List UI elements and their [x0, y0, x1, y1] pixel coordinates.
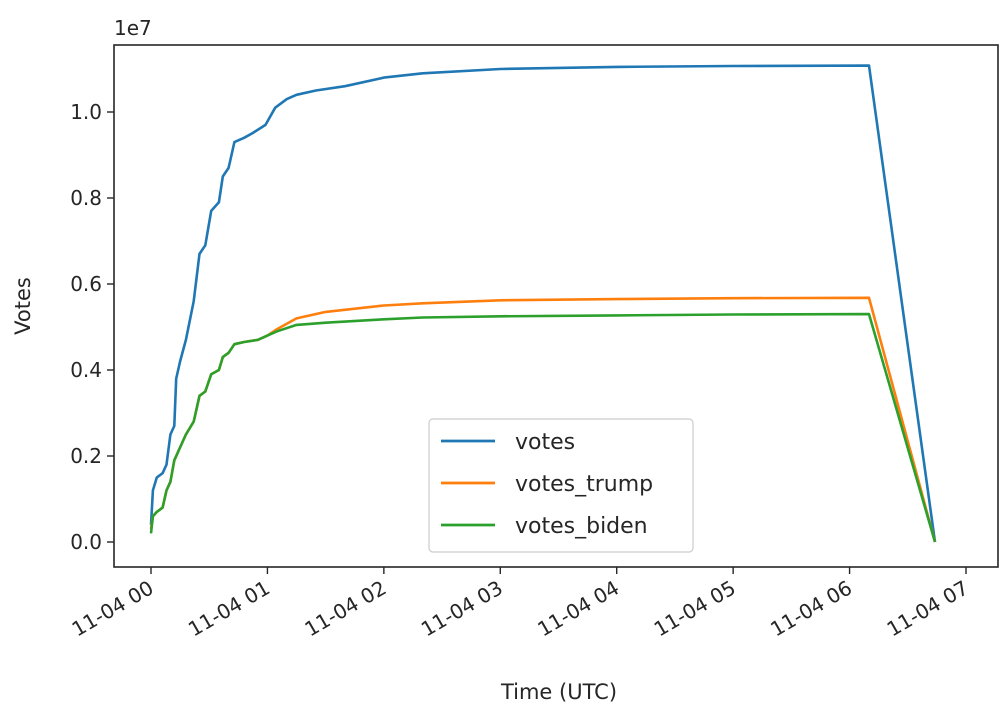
legend-label-votes_trump: votes_trump: [515, 472, 653, 497]
y-axis-label: Votes: [11, 277, 35, 335]
x-tick-label: 11-04 05: [650, 576, 740, 642]
y-tick-label: 0.0: [70, 530, 102, 554]
y-axis: 0.0 0.2 0.4 0.6 0.8 1.0: [70, 100, 114, 554]
x-tick-label: 11-04 02: [300, 576, 390, 642]
legend-label-votes_biden: votes_biden: [515, 514, 648, 539]
y-tick-label: 0.4: [70, 358, 102, 382]
x-tick-label: 11-04 03: [417, 576, 507, 642]
legend-label-votes: votes: [515, 430, 575, 455]
legend-box: [428, 418, 694, 553]
y-tick-label: 0.6: [70, 272, 102, 296]
series-line-votes_biden: [149, 312, 937, 543]
legend: votes votes_trump votes_biden: [428, 418, 694, 553]
series-line-votes: [149, 64, 937, 543]
y-offset-label: 1e7: [114, 16, 152, 40]
y-tick-label: 0.2: [70, 444, 102, 468]
x-axis-label: Time (UTC): [500, 680, 617, 704]
x-tick-label: 11-04 04: [533, 576, 623, 642]
y-tick-label: 1.0: [70, 100, 102, 124]
x-tick-label: 11-04 07: [883, 576, 973, 642]
plot-frame: [113, 44, 999, 568]
x-tick-label: 11-04 00: [68, 576, 158, 642]
x-tick-label: 11-04 01: [184, 576, 274, 642]
series-layer: [149, 64, 937, 543]
x-tick-label: 11-04 06: [766, 576, 856, 642]
y-tick-label: 0.8: [70, 186, 102, 210]
x-axis: 11-04 00 11-04 01 11-04 02 11-04 03 11-04 04…: [68, 567, 973, 641]
